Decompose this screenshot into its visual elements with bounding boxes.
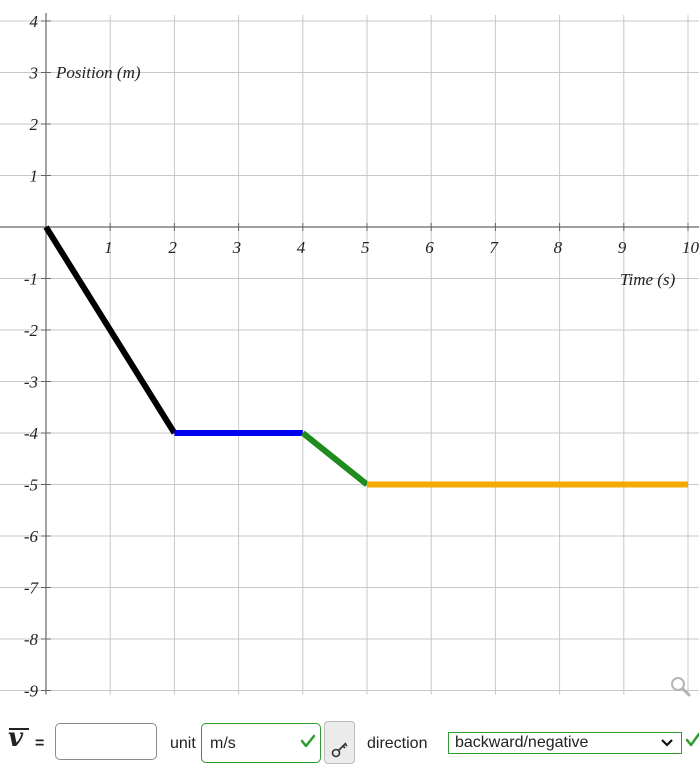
direction-value: backward/negative — [455, 734, 589, 751]
unit-input[interactable]: m/s — [201, 723, 321, 763]
x-tick-label: 8 — [554, 238, 563, 257]
direction-label: direction — [367, 735, 428, 752]
x-tick-label: 2 — [168, 238, 177, 257]
x-tick-label: 10 — [682, 238, 699, 257]
x-axis-title: Time (s) — [620, 270, 676, 289]
x-tick-label: 9 — [618, 238, 627, 257]
equals-sign: = — [35, 735, 45, 752]
check-icon — [300, 734, 316, 748]
series-segment — [43, 225, 177, 435]
key-icon — [331, 742, 348, 758]
position-series — [43, 225, 688, 488]
y-tick-label: 3 — [29, 64, 39, 83]
overline — [9, 728, 29, 730]
x-tick-label: 6 — [425, 238, 434, 257]
direction-select[interactable]: backward/negative — [448, 732, 682, 754]
position-time-graph[interactable]: 1 2 3 4 5 6 7 8 9 10 4 3 2 1 -1 -2 -3 -4 -5 -6 -7 -8 -9 Time (… — [0, 0, 699, 712]
y-tick-label: 1 — [30, 167, 39, 186]
axes — [0, 13, 699, 695]
unit-label: unit — [170, 735, 196, 752]
y-tick-label: -7 — [24, 579, 40, 598]
magnify-icon[interactable] — [670, 676, 692, 698]
y-tick-label: 4 — [30, 12, 39, 31]
unit-value: m/s — [210, 735, 236, 752]
x-tick-label: 3 — [232, 238, 242, 257]
check-icon — [686, 732, 699, 747]
x-tick-label: 4 — [297, 238, 306, 257]
y-tick-label: -5 — [24, 476, 38, 495]
tick-labels: 1 2 3 4 5 6 7 8 9 10 4 3 2 1 -1 -2 -3 -4 -5 -6 -7 -8 -9 — [24, 12, 699, 701]
y-axis-title: Position (m) — [55, 63, 141, 82]
y-tick-label: -4 — [24, 424, 39, 443]
y-tick-label: -2 — [24, 321, 39, 340]
answer-controls: v = unit m/s direction backward/negative — [0, 718, 699, 774]
x-tick-label: 7 — [489, 238, 499, 257]
y-tick-label: -6 — [24, 527, 39, 546]
grid-lines — [0, 15, 699, 695]
series-segment — [300, 430, 369, 487]
y-tick-label: -8 — [24, 630, 39, 649]
y-tick-label: -9 — [24, 682, 39, 701]
velocity-input[interactable] — [55, 723, 157, 760]
average-velocity-symbol: v — [8, 723, 29, 753]
x-tick-label: 5 — [361, 238, 370, 257]
y-tick-label: 2 — [30, 115, 39, 134]
y-tick-label: -3 — [24, 373, 38, 392]
y-tick-label: -1 — [24, 270, 38, 289]
x-tick-label: 1 — [104, 238, 113, 257]
unit-keyboard-button[interactable] — [324, 721, 355, 764]
chevron-down-icon — [661, 739, 673, 747]
